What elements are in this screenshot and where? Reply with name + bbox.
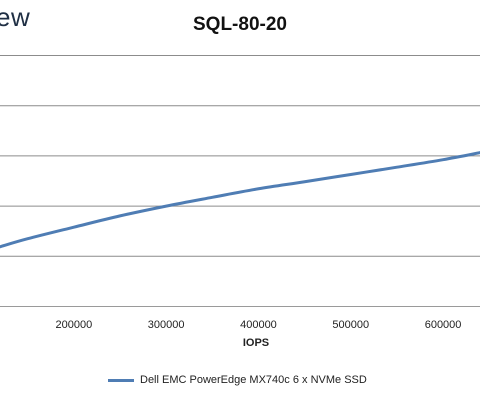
legend-swatch	[108, 378, 134, 382]
brand-logo-fragment: ew	[0, 2, 31, 32]
x-tick-label: 600000	[425, 319, 462, 331]
series-lines	[0, 151, 480, 249]
x-tick-labels: 200000 300000 400000 500000 600000	[55, 319, 461, 331]
legend-label: Dell EMC PowerEdge MX740c 6 x NVMe SSD	[140, 374, 367, 386]
legend: Dell EMC PowerEdge MX740c 6 x NVMe SSD	[108, 374, 367, 386]
x-tick-label: 400000	[240, 319, 277, 331]
x-axis-label: IOPS	[242, 337, 270, 349]
x-tick-label: 200000	[55, 319, 92, 331]
gridlines	[0, 55, 480, 307]
x-tick-label: 500000	[332, 319, 369, 331]
x-tick-label: 300000	[148, 319, 185, 331]
chart-title: SQL-80-20	[193, 14, 287, 35]
series-line	[0, 151, 480, 249]
